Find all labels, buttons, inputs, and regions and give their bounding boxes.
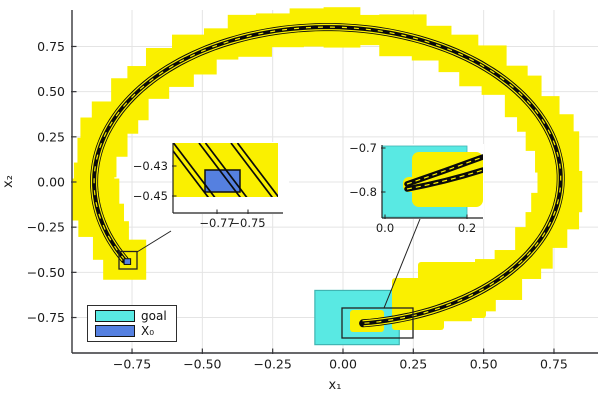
inset-trajectory-line [173,149,210,197]
inset-trajectory-line [204,143,248,197]
y-tick-label: −0.50 [27,265,65,280]
x-tick-label: 0.00 [329,357,357,372]
y-tick-label: −0.25 [27,220,65,235]
inset-trajectory-gap-line [406,156,483,185]
inset-trajectory-line [198,143,242,197]
y-axis-label: x₂ [0,175,16,188]
inset-y-tick-label: −0.43 [133,159,168,173]
legend-label-goal: goal [141,309,167,323]
inset-x-tick-label: −0.77 [199,216,234,230]
legend-item-x0: X₀ [95,325,167,337]
inset-y-tick-label: −0.7 [349,141,377,155]
inset-trajectory-gap-line [406,169,483,190]
x-tick-label: 0.75 [540,357,568,372]
inset-trajectory-line [173,143,216,197]
x-tick-label: −0.75 [113,357,151,372]
inset-x-tick-label: −0.75 [230,216,265,230]
initial-set-x0 [123,258,132,265]
zoom-indicator-rect [341,307,414,339]
inset-goal: 0.0 0.2 −0.7 −0.8 [349,141,484,235]
inset-trajectory-line [230,143,274,197]
y-tick-label: −0.75 [27,310,65,325]
y-tick-label: 0.00 [37,175,65,190]
inset-y-tick-label: −0.8 [349,185,377,199]
trajectory-gap-line [96,29,559,322]
trajectory-gap-line [93,26,562,324]
legend-label-x0: X₀ [141,324,155,338]
x0-swatch-icon [95,325,135,337]
inset-x-tick-label: 0.2 [458,221,476,235]
trajectory-gap-line [90,23,564,327]
x-axis-label: x₁ [328,378,342,393]
zoom-connector-line [136,230,172,253]
inset-trajectory-line [236,143,278,197]
inset-initial-set: −0.77−0.75 −0.43 −0.45 [133,142,289,230]
y-tick-label: 0.50 [37,84,65,99]
legend-item-goal: goal [95,310,167,322]
inset-x-tick-label: 0.0 [376,221,394,235]
x-tick-label: 0.25 [399,357,427,372]
x-tick-label: −0.50 [183,357,221,372]
y-tick-label: 0.75 [37,39,65,54]
legend: goal X₀ [87,305,177,342]
zoom-connector-line [383,218,421,309]
zoom-indicator-rect [118,250,138,270]
inset-y-tick-label: −0.45 [133,189,168,203]
x-tick-label: −0.25 [254,357,292,372]
y-tick-label: 0.25 [37,129,65,144]
x-tick-label: 0.50 [470,357,498,372]
goal-swatch-icon [95,310,135,322]
